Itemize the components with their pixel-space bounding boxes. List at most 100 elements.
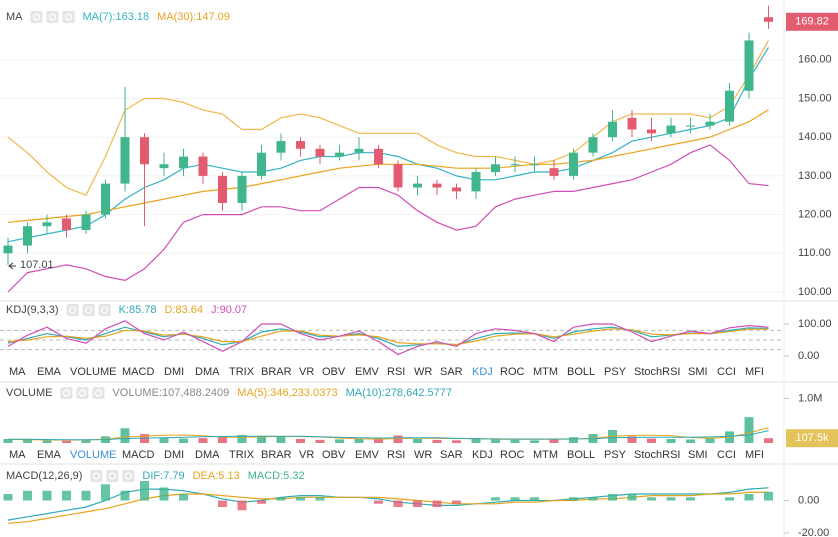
indicator-tab[interactable]: TRIX	[229, 366, 255, 378]
indicator-tab[interactable]: BRAR	[261, 449, 292, 461]
candle-body	[3, 245, 13, 254]
indicator-tab[interactable]: VOLUME	[70, 366, 116, 378]
candle-body	[62, 218, 71, 231]
indicator-tab[interactable]: PSY	[604, 366, 627, 378]
eye-icon[interactable]	[30, 11, 43, 23]
volume-bar	[686, 439, 695, 443]
macd-bar	[413, 500, 422, 508]
settings-icon[interactable]	[82, 304, 95, 316]
close-icon[interactable]	[122, 470, 135, 482]
indicator-tab[interactable]: RSI	[387, 366, 405, 378]
y-tick-label: 150.00	[798, 92, 832, 104]
indicator-tab[interactable]: SAR	[440, 366, 463, 378]
candle-body	[42, 222, 52, 227]
candle-body	[432, 183, 442, 188]
volume-bar	[744, 417, 754, 443]
eye-icon[interactable]	[60, 387, 73, 399]
macd-bar	[627, 494, 637, 501]
eye-glyph	[92, 472, 101, 480]
indicator-tab[interactable]: DMI	[164, 366, 184, 378]
y-tick-label: 0.00	[798, 494, 819, 506]
settings-icon[interactable]	[46, 11, 59, 23]
indicator-tab[interactable]: VOLUME	[70, 449, 116, 461]
close-glyph	[64, 13, 73, 21]
boll-band	[7, 144, 769, 293]
indicator-tab[interactable]: WR	[414, 366, 432, 378]
indicator-tab[interactable]: MACD	[122, 449, 154, 461]
macd-bar	[725, 497, 734, 501]
eye-icon[interactable]	[90, 470, 103, 482]
indicator-tab[interactable]: MFI	[745, 366, 764, 378]
last-price-label: 169.82	[795, 16, 829, 28]
indicator-tab[interactable]: MFI	[745, 449, 764, 461]
indicator-tab[interactable]: EMA	[37, 449, 62, 461]
close-icon[interactable]	[92, 387, 105, 399]
indicator-tab[interactable]: TRIX	[229, 449, 255, 461]
candle-body	[608, 121, 617, 138]
indicator-tab[interactable]: CCI	[717, 366, 736, 378]
indicator-tab[interactable]: EMV	[355, 366, 380, 378]
legend-entry: VOLUME:107,488.2409	[112, 387, 229, 399]
indicator-tab[interactable]: MA	[9, 366, 26, 378]
indicator-tab[interactable]: VR	[299, 366, 314, 378]
macd-bar	[491, 497, 500, 501]
indicator-tab[interactable]: VR	[299, 449, 314, 461]
indicator-tab[interactable]: BOLL	[567, 449, 595, 461]
candle-body	[335, 152, 344, 157]
indicator-tab[interactable]: BRAR	[261, 366, 292, 378]
candle-body	[549, 168, 559, 176]
indicator-tab[interactable]: MA	[9, 449, 26, 461]
candle-body	[374, 148, 383, 165]
indicator-tab[interactable]: SMI	[688, 449, 708, 461]
indicator-tab[interactable]: ROC	[500, 449, 525, 461]
macd-bar	[374, 500, 383, 504]
indicator-tab[interactable]: StochRSI	[634, 366, 680, 378]
indicator-tab[interactable]: DMI	[164, 449, 184, 461]
close-icon[interactable]	[98, 304, 111, 316]
indicator-tab[interactable]: WR	[414, 449, 432, 461]
indicator-tab[interactable]: BOLL	[567, 366, 595, 378]
candle-body	[159, 164, 169, 169]
y-tick-label: 1.0M	[798, 392, 822, 404]
legend-entry: MA(5):346,233.0373	[237, 387, 337, 399]
macd-bar	[686, 497, 695, 501]
indicator-tab[interactable]: KDJ	[472, 366, 493, 378]
volume-bar	[764, 438, 773, 443]
indicator-tab[interactable]: SAR	[440, 449, 463, 461]
indicator-tab[interactable]: EMV	[355, 449, 380, 461]
indicator-tab[interactable]: KDJ	[472, 449, 493, 461]
settings-glyph	[108, 472, 117, 480]
indicator-tab[interactable]: RSI	[387, 449, 405, 461]
indicator-tab[interactable]: PSY	[604, 449, 627, 461]
volume-bar	[549, 439, 559, 443]
indicator-tab[interactable]: StochRSI	[634, 449, 680, 461]
y-tick-label: -20.00	[798, 527, 829, 537]
macd-bar	[140, 480, 149, 501]
indicator-line	[7, 487, 769, 521]
settings-icon[interactable]	[106, 470, 119, 482]
volume-bar	[627, 436, 637, 443]
indicator-tab[interactable]: MTM	[533, 449, 558, 461]
indicator-tab[interactable]: EMA	[37, 366, 62, 378]
indicator-tab[interactable]: OBV	[322, 366, 346, 378]
macd-bar	[179, 494, 188, 501]
candle-body	[569, 152, 578, 176]
indicator-tab[interactable]: DMA	[195, 366, 220, 378]
candle-body	[452, 187, 461, 192]
settings-glyph	[78, 389, 87, 397]
close-glyph	[100, 306, 109, 314]
indicator-line	[7, 326, 769, 348]
eye-icon[interactable]	[66, 304, 79, 316]
eye-glyph	[62, 389, 71, 397]
volume-bar	[42, 440, 52, 443]
indicator-tab[interactable]: DMA	[195, 449, 220, 461]
settings-icon[interactable]	[76, 387, 89, 399]
indicator-tab[interactable]: ROC	[500, 366, 525, 378]
candle-body	[686, 125, 695, 127]
indicator-tab[interactable]: MACD	[122, 366, 154, 378]
indicator-tab[interactable]: OBV	[322, 449, 346, 461]
indicator-tab[interactable]: CCI	[717, 449, 736, 461]
indicator-tab[interactable]: MTM	[533, 366, 558, 378]
close-icon[interactable]	[62, 11, 75, 23]
indicator-tab[interactable]: SMI	[688, 366, 708, 378]
